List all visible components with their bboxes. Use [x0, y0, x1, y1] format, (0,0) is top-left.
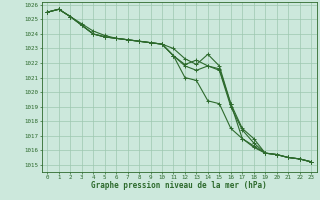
- X-axis label: Graphe pression niveau de la mer (hPa): Graphe pression niveau de la mer (hPa): [91, 181, 267, 190]
